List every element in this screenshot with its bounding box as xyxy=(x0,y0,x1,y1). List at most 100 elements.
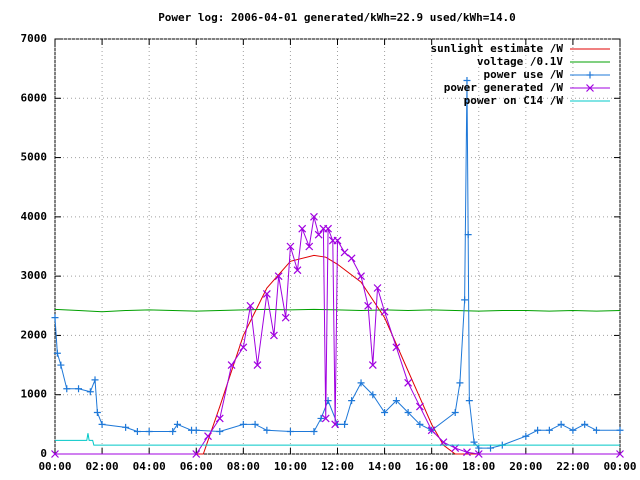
point xyxy=(475,444,483,452)
point xyxy=(75,385,83,393)
point xyxy=(404,378,413,387)
x-tick-label: 08:00 xyxy=(227,460,260,473)
point xyxy=(169,427,177,435)
y-tick-label: 2000 xyxy=(21,328,48,341)
point xyxy=(274,272,283,281)
point xyxy=(331,420,340,429)
point xyxy=(348,397,356,405)
point xyxy=(369,391,377,399)
point xyxy=(451,444,460,452)
point xyxy=(286,242,295,251)
point xyxy=(340,248,349,257)
point xyxy=(463,448,471,457)
x-tick-label: 18:00 xyxy=(462,460,495,473)
point xyxy=(63,385,71,393)
point xyxy=(357,379,365,387)
point xyxy=(341,420,349,428)
point xyxy=(227,361,236,369)
legend-marker xyxy=(586,84,594,92)
point xyxy=(298,224,307,233)
point xyxy=(239,420,247,428)
point xyxy=(616,450,624,458)
x-tick-label: 06:00 xyxy=(180,460,213,473)
point xyxy=(286,427,294,435)
point xyxy=(317,414,325,422)
point xyxy=(251,420,259,428)
series-line xyxy=(55,433,620,446)
point xyxy=(281,313,290,322)
point xyxy=(98,420,106,428)
point xyxy=(253,361,262,369)
point xyxy=(324,224,333,233)
point xyxy=(321,414,330,423)
point xyxy=(461,296,469,304)
point xyxy=(373,284,382,292)
point xyxy=(239,343,248,352)
point xyxy=(263,426,271,434)
point xyxy=(246,301,255,310)
point xyxy=(192,450,201,458)
point xyxy=(439,438,448,447)
point xyxy=(368,361,377,369)
y-tick-label: 4000 xyxy=(21,210,48,223)
point xyxy=(305,242,314,251)
point xyxy=(592,426,600,434)
point xyxy=(86,388,94,396)
y-tick-label: 3000 xyxy=(21,269,48,282)
y-tick-label: 5000 xyxy=(21,151,48,164)
point xyxy=(364,301,373,310)
point xyxy=(463,77,471,84)
x-tick-label: 14:00 xyxy=(368,460,401,473)
x-tick-label: 22:00 xyxy=(556,460,589,473)
point xyxy=(392,343,401,352)
series-line xyxy=(55,216,620,455)
point xyxy=(91,376,99,384)
legend-label: voltage /0.1V xyxy=(477,55,563,68)
x-tick-label: 04:00 xyxy=(133,460,166,473)
point xyxy=(616,426,624,434)
point xyxy=(465,397,473,405)
point xyxy=(381,409,389,416)
point xyxy=(293,266,302,275)
point xyxy=(215,414,224,423)
point xyxy=(53,349,61,357)
y-tick-label: 6000 xyxy=(21,91,48,104)
point xyxy=(464,231,472,239)
point xyxy=(204,432,212,441)
point xyxy=(310,427,318,435)
point xyxy=(51,450,59,458)
point xyxy=(57,361,65,369)
point xyxy=(569,426,577,434)
point xyxy=(262,290,271,298)
point xyxy=(357,272,365,281)
point xyxy=(192,426,200,434)
x-tick-label: 16:00 xyxy=(415,460,448,473)
y-tick-label: 1000 xyxy=(21,388,48,401)
point xyxy=(122,423,130,431)
point xyxy=(456,379,464,387)
legend-label: power on C14 /W xyxy=(464,94,564,107)
point xyxy=(522,432,530,440)
x-tick-label: 02:00 xyxy=(86,460,119,473)
point xyxy=(415,402,424,411)
y-tick-label: 7000 xyxy=(21,32,48,45)
point xyxy=(314,230,323,239)
point xyxy=(451,409,459,416)
point xyxy=(133,427,141,435)
point xyxy=(145,427,153,435)
x-tick-label: 00:00 xyxy=(38,460,71,473)
point xyxy=(270,331,278,340)
series-line xyxy=(55,254,620,455)
point xyxy=(310,212,318,221)
y-tick-label: 0 xyxy=(40,447,47,460)
point xyxy=(333,236,342,245)
legend-label: power use /W xyxy=(484,68,564,81)
point xyxy=(427,426,436,435)
point xyxy=(404,409,412,416)
series-line xyxy=(54,308,621,313)
point xyxy=(93,409,101,416)
series-line xyxy=(54,80,620,449)
point xyxy=(216,427,224,435)
legend-label: sunlight estimate /W xyxy=(431,42,564,55)
